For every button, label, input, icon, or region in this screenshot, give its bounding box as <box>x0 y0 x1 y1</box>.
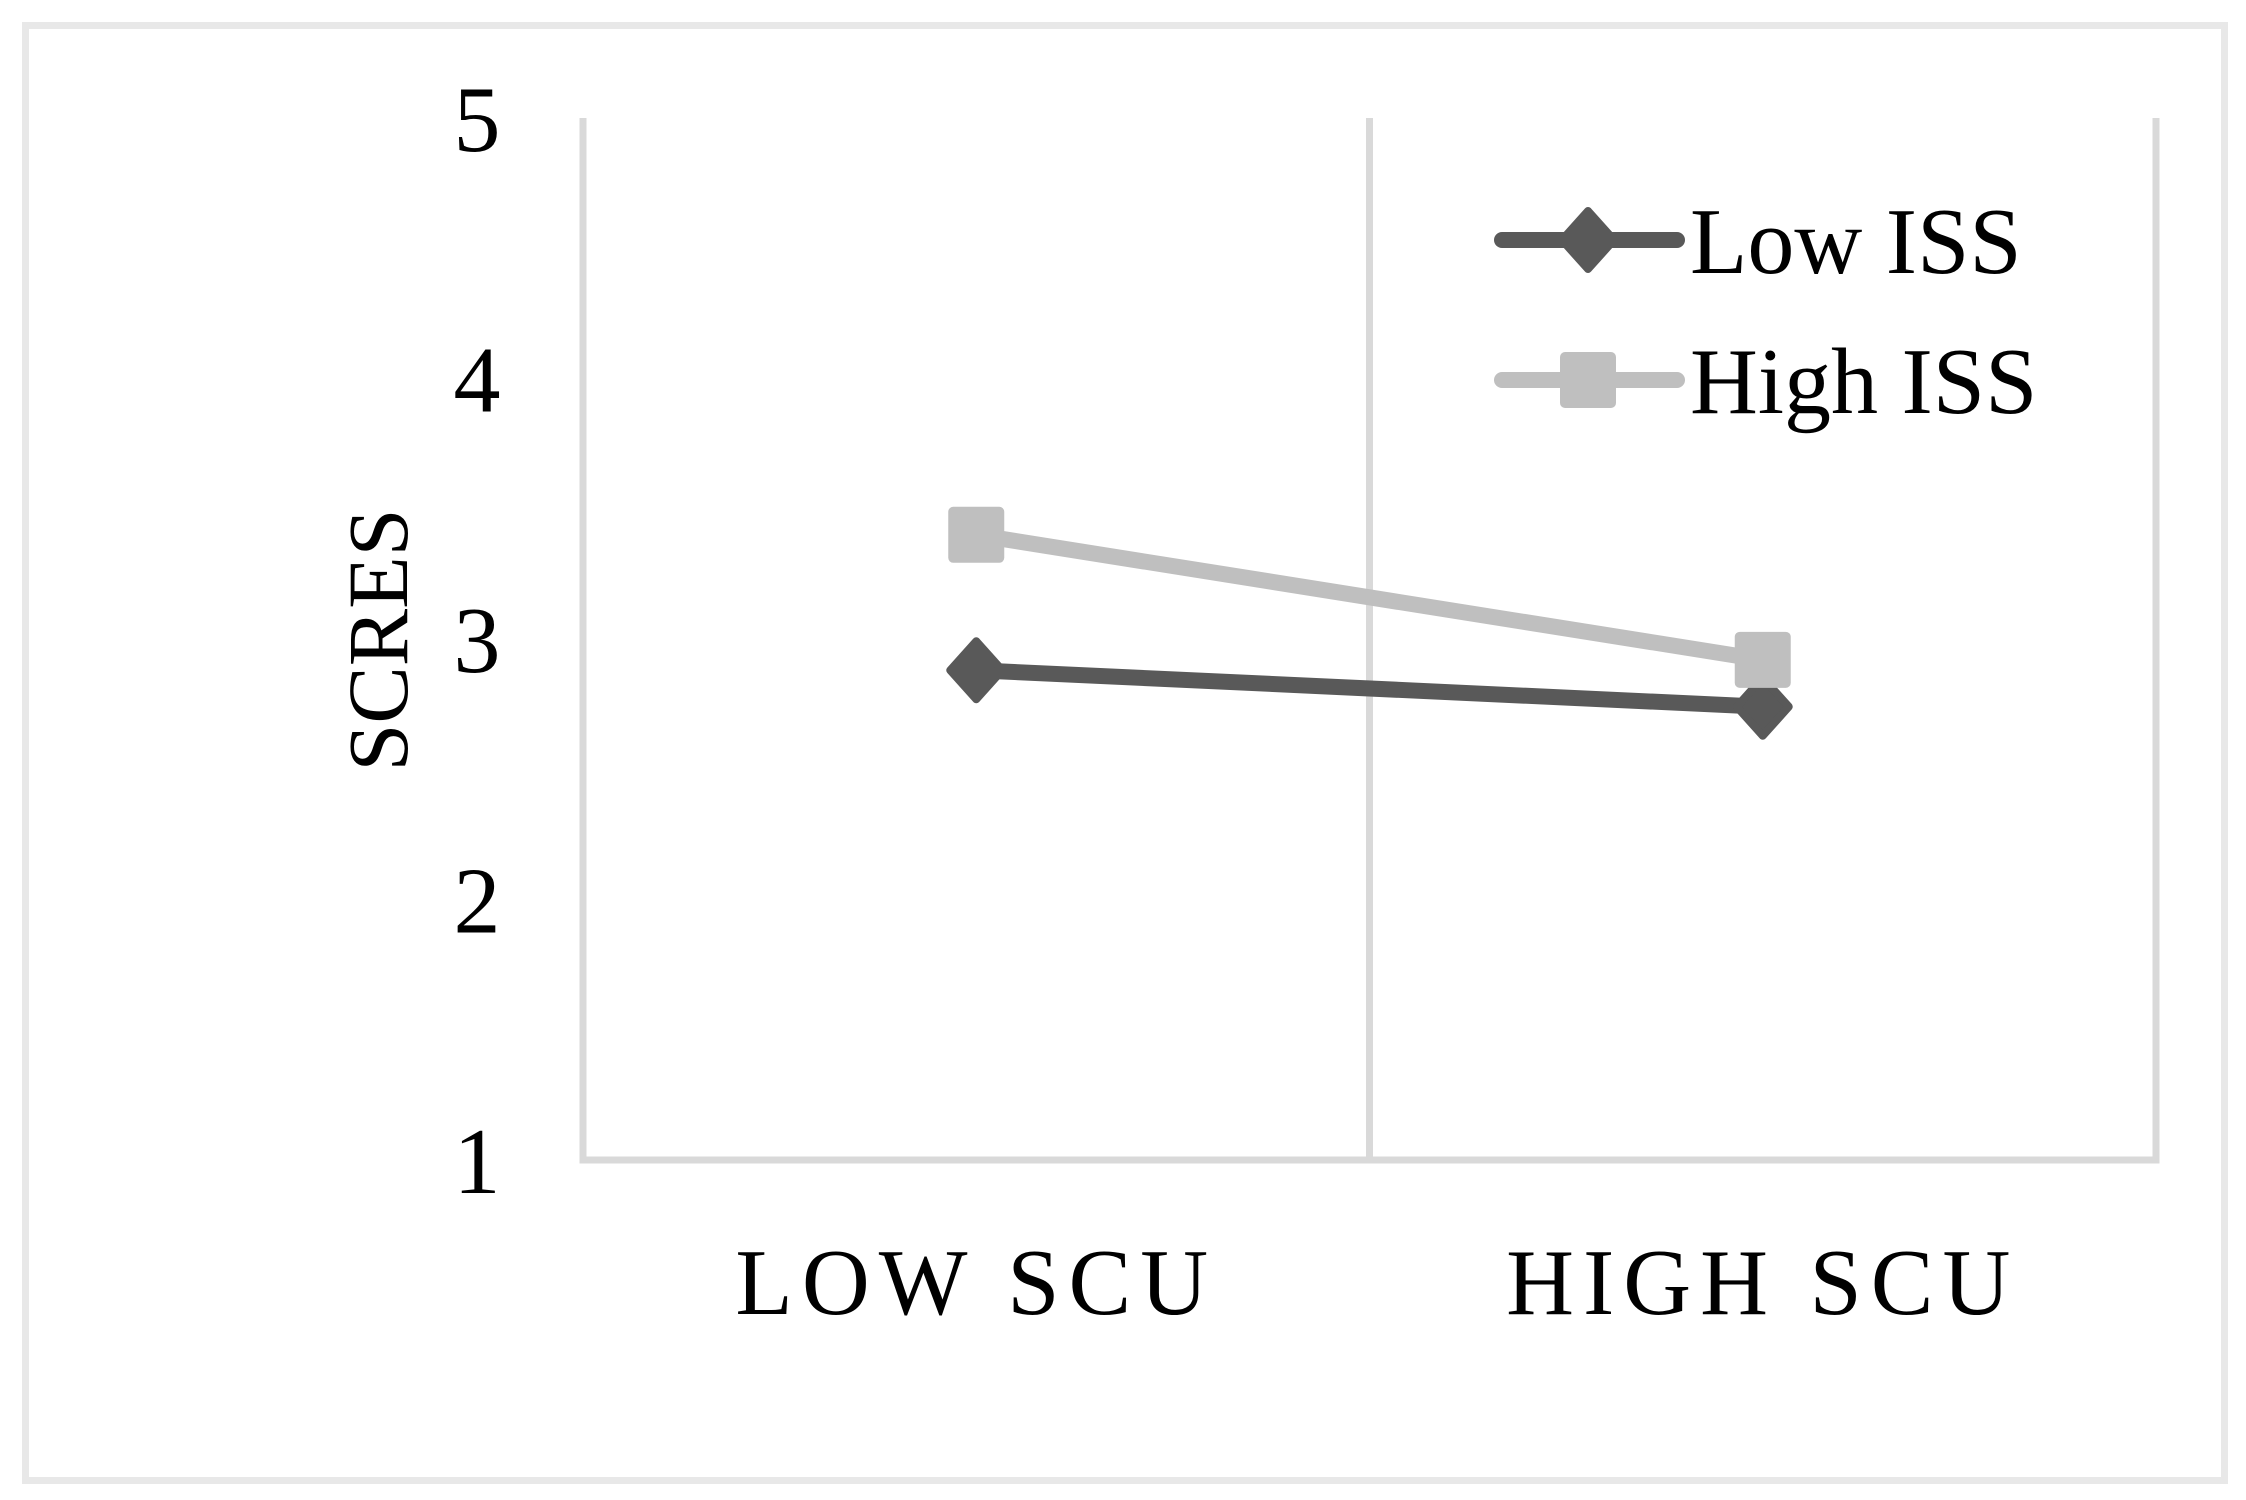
marker-low-iss-0 <box>946 637 1007 704</box>
category-label-low-scu: LOW SCU <box>735 1231 1217 1335</box>
y-tick-label-5: 5 <box>454 68 501 172</box>
marker-high-iss-1 <box>1734 631 1791 688</box>
legend-label-high-iss: High ISS <box>1690 330 2037 434</box>
series-line-low-iss <box>968 662 1771 715</box>
legend-marker-low-iss <box>1558 207 1618 273</box>
y-tick-label-4: 4 <box>454 328 501 432</box>
marker-low-iss-1 <box>1732 673 1793 740</box>
y-axis-title: SCRES <box>330 509 426 772</box>
figure-border <box>22 22 2228 1484</box>
y-tick-label-1: 1 <box>454 1110 501 1214</box>
series-line-high-iss <box>968 526 1771 668</box>
legend-marker-high-iss <box>1560 352 1616 408</box>
legend-label-low-iss: Low ISS <box>1690 190 2022 294</box>
y-tick-label-2: 2 <box>454 849 501 953</box>
marker-high-iss-0 <box>948 506 1005 563</box>
y-tick-label-3: 3 <box>454 589 501 693</box>
category-label-high-scu: HIGH SCU <box>1506 1231 2019 1335</box>
